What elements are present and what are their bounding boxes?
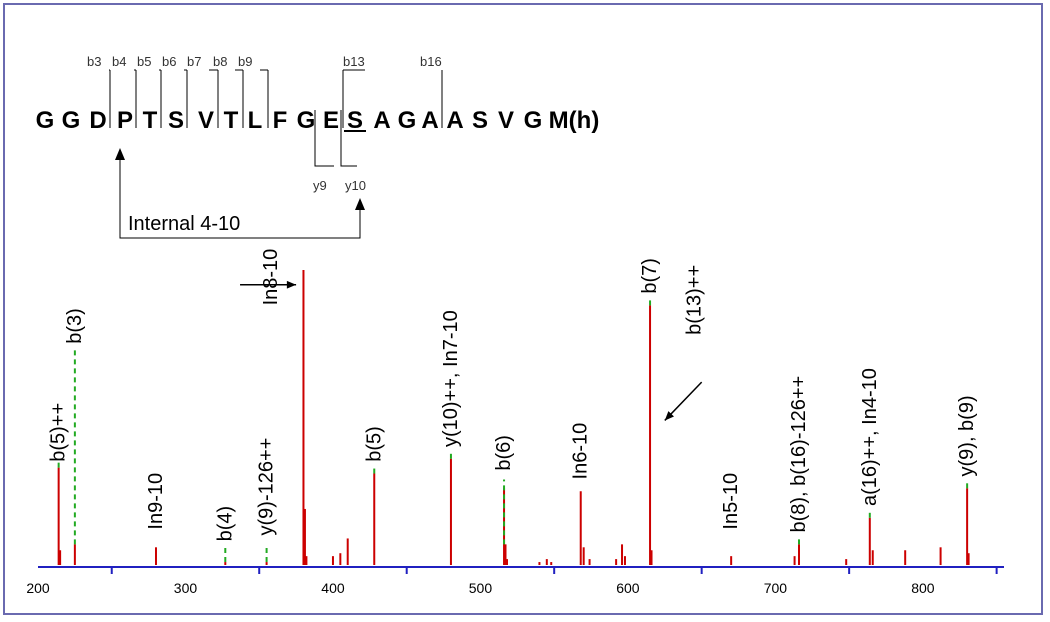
peak-label: In6-10: [570, 423, 592, 480]
sequence-residue: G: [398, 107, 417, 134]
x-tick-label: 300: [174, 580, 198, 596]
sequence-residue: V: [198, 107, 214, 134]
b-ion-label: b4: [112, 54, 126, 69]
peak-label: b(3): [64, 308, 86, 344]
peak-label: b(4): [214, 506, 236, 542]
x-tick-label: 600: [616, 580, 640, 596]
b-ion-label: b5: [137, 54, 151, 69]
x-tick-label: 200: [26, 580, 50, 596]
internal-fragment-label: Internal 4-10: [128, 213, 240, 235]
peptide-sequence-diagram: G G D P T S V T L F G E S A G A A S V G M(h)b3 b4 b5 b6 b7 b8 b9 b1…: [36, 54, 600, 239]
y-ion-label: y10: [345, 178, 366, 193]
annotation-arrowhead: [286, 280, 297, 289]
b-ion-label: b3: [87, 54, 101, 69]
chart-marks: [57, 270, 970, 565]
peak-label: b(13)++: [683, 265, 705, 335]
y-ion-label: y9: [313, 178, 327, 193]
internal-arrowhead-left: [115, 148, 125, 160]
peak-labels: b(5)++ b(3) In9-10 b(4) y(9)-126++ In8-10 b(5)…: [48, 249, 978, 542]
b-ion-label: b8: [213, 54, 227, 69]
peak-label: b(6): [493, 435, 515, 471]
peak-label: b(8), b(16)-126++: [788, 376, 810, 533]
sequence-residue: V: [498, 107, 514, 134]
peak-label: b(5)++: [48, 403, 70, 462]
sequence-residue: P: [117, 107, 133, 134]
y-ion-bracket: [340, 110, 357, 167]
sequence-residue: L: [248, 107, 263, 134]
b-ion-label: b9: [238, 54, 252, 69]
peak-label: a(16)++, In4-10: [859, 368, 881, 506]
peak-label: b(7): [639, 258, 661, 294]
sequence-residue: G: [62, 107, 81, 134]
sequence-residue: S: [347, 107, 363, 134]
sequence-residue: A: [373, 107, 390, 134]
sequence-residue: T: [224, 107, 239, 134]
b-ion-label: b16: [420, 54, 442, 69]
peak-label: y(10)++, In7-10: [440, 310, 462, 447]
x-tick-label: 400: [321, 580, 345, 596]
sequence-residue: E: [323, 107, 339, 134]
peak-label: b(5): [363, 426, 385, 462]
b-ion-label: b13: [343, 54, 365, 69]
sequence-residue: F: [273, 107, 288, 134]
peak-label: y(9), b(9): [956, 395, 978, 476]
sequence-residue: G: [524, 107, 543, 134]
annotation-arrowhead: [664, 411, 674, 421]
peak-label: y(9)-126++: [256, 438, 278, 536]
y-ion-bracket: [314, 110, 334, 167]
sequence-residue: S: [472, 107, 488, 134]
sequence-residue: T: [143, 107, 158, 134]
sequence-residue: A: [446, 107, 463, 134]
peak-label: In5-10: [720, 473, 742, 530]
sequence-residue: M(h): [549, 107, 600, 134]
internal-fragment-line: [119, 155, 361, 239]
b-ion-label: b7: [187, 54, 201, 69]
x-tick-label: 500: [469, 580, 493, 596]
peak-label: In9-10: [145, 473, 167, 530]
sequence-residue: A: [421, 107, 438, 134]
b-ion-label: b6: [162, 54, 176, 69]
peak-label: In8-10: [260, 249, 282, 306]
sequence-residue: G: [36, 107, 55, 134]
x-tick-label: 800: [911, 580, 935, 596]
internal-arrowhead-right: [355, 198, 365, 210]
sequence-residue: S: [168, 107, 184, 134]
x-axis: 200 300 400 500 600 700 800: [26, 566, 1004, 596]
x-tick-label: 700: [764, 580, 788, 596]
sequence-residue: D: [89, 107, 106, 134]
sequence-residue: G: [297, 107, 316, 134]
